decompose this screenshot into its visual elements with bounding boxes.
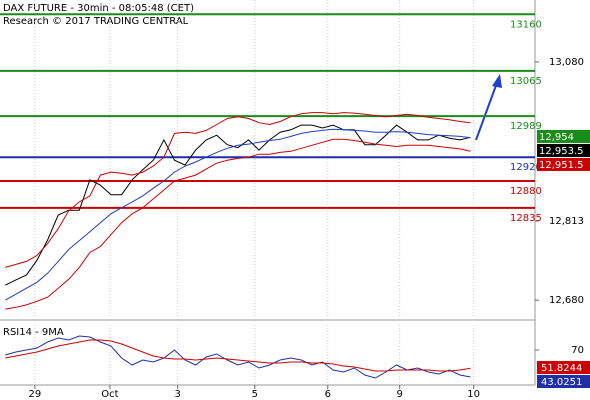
chart-title: DAX FUTURE - 30min - 08:05:48 (CET) [3,3,194,14]
y-tick-label: 12,680 [549,295,584,306]
series-line [5,112,471,268]
series-line [5,335,471,379]
x-tick-label: 10 [467,389,480,400]
value-box [537,375,590,388]
x-tick-label: 6 [325,389,331,400]
level-label: 13065 [510,76,542,87]
level-label: 12989 [510,121,542,132]
level-label: 12920 [510,162,542,173]
x-tick-label: 9 [396,389,402,400]
chart-subtitle: Research © 2017 TRADING CENTRAL [3,16,189,27]
x-tick-label: 3 [174,389,180,400]
price-box [537,129,590,143]
forecast-arrow [475,79,499,141]
value-box-label: 43.0251 [541,377,582,388]
series-line [5,138,471,310]
price-box-label: 12,953.5 [539,146,584,157]
y-tick-label: 13,080 [549,57,584,68]
level-label: 13160 [510,19,542,30]
value-box [537,361,590,374]
price-box-label: 12,951.5 [539,160,584,171]
y-tick-label: 70 [571,345,584,356]
price-box [537,143,590,157]
value-box-label: 51.8244 [541,363,582,374]
series-line [5,339,471,372]
x-tick-label: 5 [252,389,258,400]
price-box [537,157,590,171]
series-line [5,128,471,301]
rsi-title: RSI14 - 9MA [3,327,64,338]
level-label: 12835 [510,213,542,224]
x-tick-label: Oct [101,389,118,400]
price-box-label: 12,954 [539,132,574,143]
y-tick-label: 12,813 [549,216,584,227]
x-tick-label: 29 [29,389,42,400]
arrow-head [492,74,502,88]
level-label: 12880 [510,186,542,197]
